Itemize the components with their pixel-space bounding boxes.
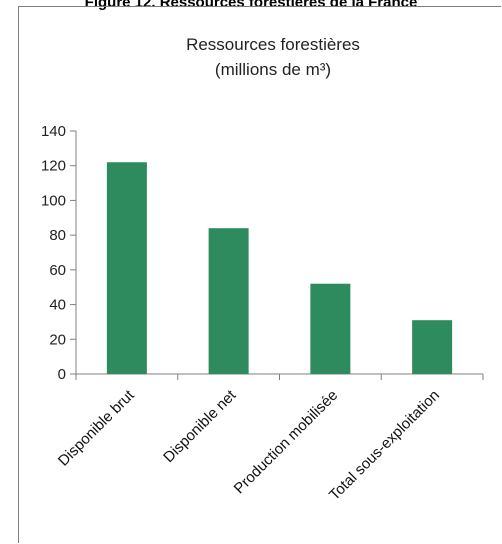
y-tick-label: 120 xyxy=(41,158,66,175)
bar xyxy=(412,320,453,374)
x-category-label: Production mobilisée xyxy=(231,387,341,497)
y-tick-label: 60 xyxy=(49,262,66,279)
y-tick-label: 40 xyxy=(49,297,66,314)
bar xyxy=(106,162,147,374)
x-category-label: Disponible brut xyxy=(55,386,138,469)
y-tick-label: 100 xyxy=(41,192,66,209)
x-category-label: Total sous-exploitation xyxy=(326,387,443,504)
chart-frame xyxy=(18,6,501,543)
y-tick-label: 20 xyxy=(49,331,66,348)
bar xyxy=(208,228,249,374)
chart-subtitle: (millions de m³) xyxy=(214,60,332,79)
figure-title: Figure 12. Ressources forestières de la … xyxy=(84,0,418,11)
y-tick-label: 0 xyxy=(58,366,66,383)
y-tick-label: 140 xyxy=(41,123,66,140)
bar xyxy=(310,283,351,374)
x-category-label: Disponible net xyxy=(160,386,240,466)
y-tick-label: 80 xyxy=(49,227,66,244)
chart-title-text: Ressources forestières xyxy=(186,35,360,54)
chart-title: Ressources forestières (millions de m³) xyxy=(58,32,488,82)
